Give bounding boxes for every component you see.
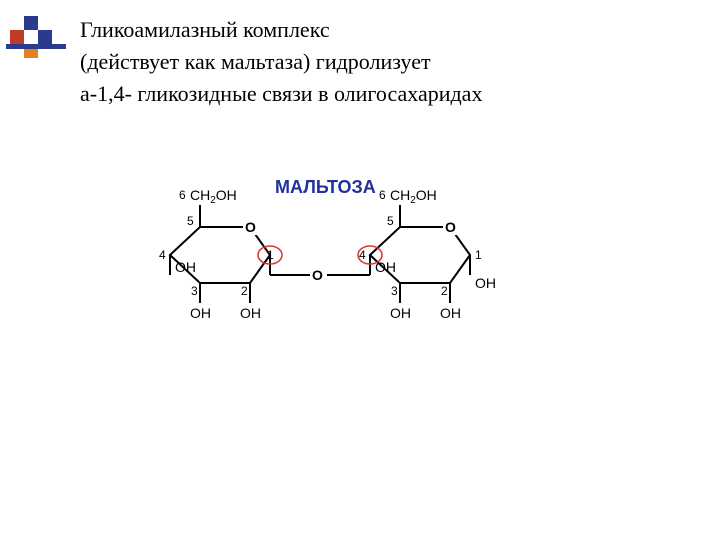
- ring1-c5-num: 5: [187, 214, 194, 228]
- ring1-c2-num: 2: [241, 284, 248, 298]
- ring1-c6-num: 6: [179, 188, 186, 202]
- text-line-2: (действует как мальтаза) гидролизует: [80, 46, 482, 78]
- ring1-c3-num: 3: [191, 284, 198, 298]
- slide-logo: [6, 16, 66, 66]
- ring2-oh-c2: OH: [440, 305, 461, 321]
- ring1-oh-c2: OH: [240, 305, 261, 321]
- linker-o: O: [312, 267, 323, 283]
- maltose-diagram: МАЛЬТОЗА O CH2OH 6 5 4 3 2 1 OH OH OH O: [135, 175, 535, 345]
- diagram-title: МАЛЬТОЗА: [275, 177, 376, 197]
- ring1-o: O: [245, 219, 256, 235]
- text-line-1: Гликоамилазный комплекс: [80, 14, 482, 46]
- ring2-oh-c1: OH: [475, 275, 496, 291]
- ring2-oh-c3: OH: [390, 305, 411, 321]
- ring2-o: O: [445, 219, 456, 235]
- ring2-ch2oh: CH2OH: [390, 187, 437, 206]
- text-line-3: a-1,4- гликозидные связи в олигосахарида…: [80, 78, 482, 110]
- ring2-c1-num: 1: [475, 248, 482, 262]
- description-text: Гликоамилазный комплекс (действует как м…: [80, 14, 482, 110]
- ring2-c5-num: 5: [387, 214, 394, 228]
- ring1-ch2oh: CH2OH: [190, 187, 237, 206]
- ring2-c2-num: 2: [441, 284, 448, 298]
- ring1-c1-num: 1: [267, 248, 274, 262]
- ring1-oh-c3: OH: [190, 305, 211, 321]
- ring1-oh-c4: OH: [175, 259, 196, 275]
- ring1-c4-num: 4: [159, 248, 166, 262]
- ring2-c6-num: 6: [379, 188, 386, 202]
- ring2-c3-num: 3: [391, 284, 398, 298]
